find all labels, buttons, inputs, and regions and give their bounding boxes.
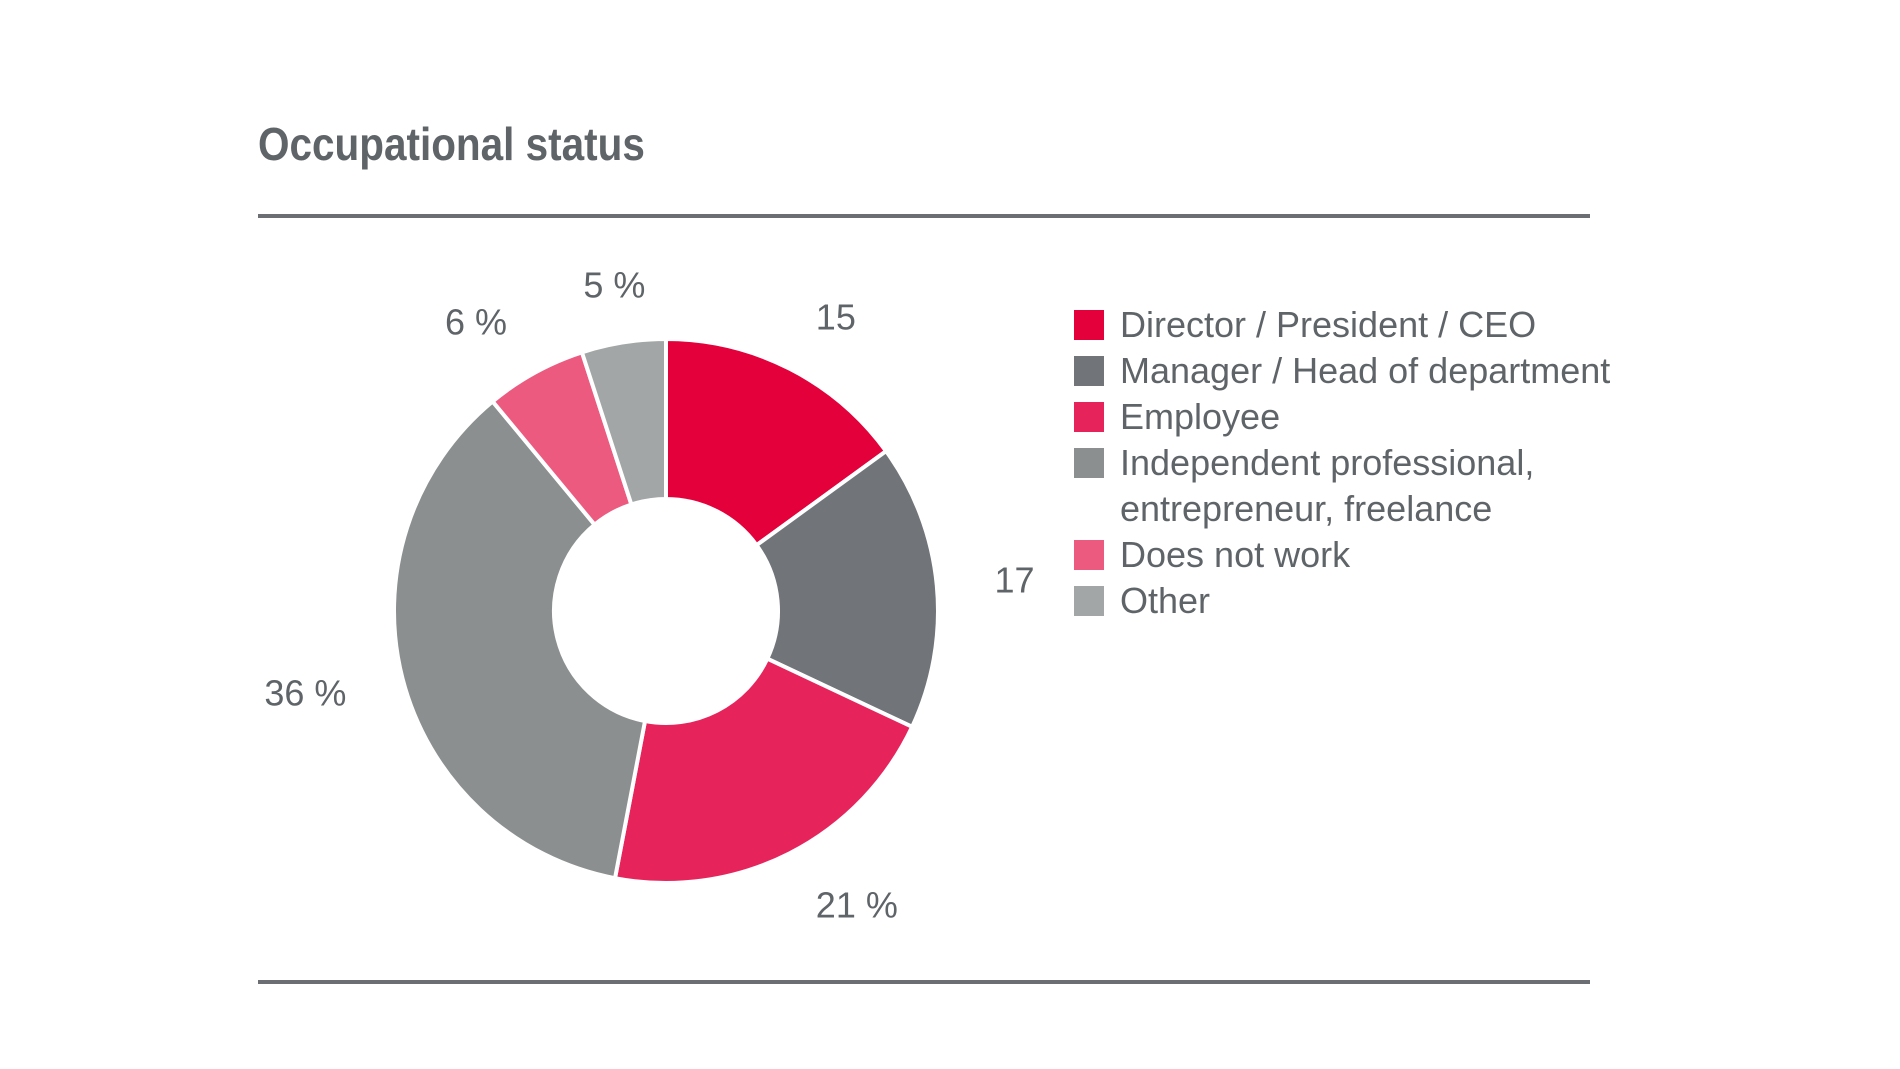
donut-slices (392, 337, 940, 885)
legend-label-line: Other (1120, 580, 1211, 621)
legend-label-employee: Employee (1120, 394, 1280, 440)
legend-label-line: Independent professional, (1120, 442, 1535, 483)
legend-label-other: Other (1120, 578, 1210, 624)
legend-item-manager: Manager / Head of department (1074, 348, 1610, 394)
legend-item-not-working: Does not work (1074, 532, 1610, 578)
legend-item-independent: Independent professional, entrepreneur, f… (1074, 440, 1610, 532)
legend: Director / President / CEO Manager / Head… (1074, 302, 1610, 624)
slice-other (579, 337, 668, 507)
legend-swatch-director (1074, 310, 1104, 340)
chart-title: Occupational status (258, 118, 645, 170)
legend-label-line: Employee (1120, 396, 1281, 437)
legend-label-line: Does not work (1120, 534, 1351, 575)
slice-label-independent: 36 % (264, 673, 346, 714)
slice-manager (754, 449, 940, 729)
legend-item-director: Director / President / CEO (1074, 302, 1610, 348)
legend-label-line: entrepreneur, freelance (1120, 488, 1493, 529)
slice-label-other: 5 % (583, 265, 645, 306)
legend-swatch-independent (1074, 448, 1104, 478)
slice-label-manager: 17 (995, 559, 1035, 600)
slice-employee (613, 656, 915, 885)
legend-swatch-employee (1074, 402, 1104, 432)
bottom-divider (258, 980, 1590, 984)
slice-independent (392, 399, 648, 881)
legend-label-line: Director / President / CEO (1120, 304, 1537, 345)
legend-swatch-not-working (1074, 540, 1104, 570)
legend-item-employee: Employee (1074, 394, 1610, 440)
legend-label-not-working: Does not work (1120, 532, 1350, 578)
legend-label-director: Director / President / CEO (1120, 302, 1536, 348)
legend-item-other: Other (1074, 578, 1610, 624)
slice-label-director: 15 (816, 297, 856, 338)
legend-label-manager: Manager / Head of department (1120, 348, 1610, 394)
legend-swatch-other (1074, 586, 1104, 616)
slice-label-not-working: 6 % (445, 301, 507, 342)
legend-label-line: Manager / Head of department (1120, 350, 1611, 391)
slice-director (664, 337, 889, 548)
legend-swatch-manager (1074, 356, 1104, 386)
legend-label-independent: Independent professional, entrepreneur, f… (1120, 440, 1534, 532)
top-divider (258, 214, 1590, 218)
slice-labels: 15 17 21 % 36 % 6 % 5 % (264, 265, 1034, 926)
slice-label-employee: 21 % (816, 885, 898, 926)
